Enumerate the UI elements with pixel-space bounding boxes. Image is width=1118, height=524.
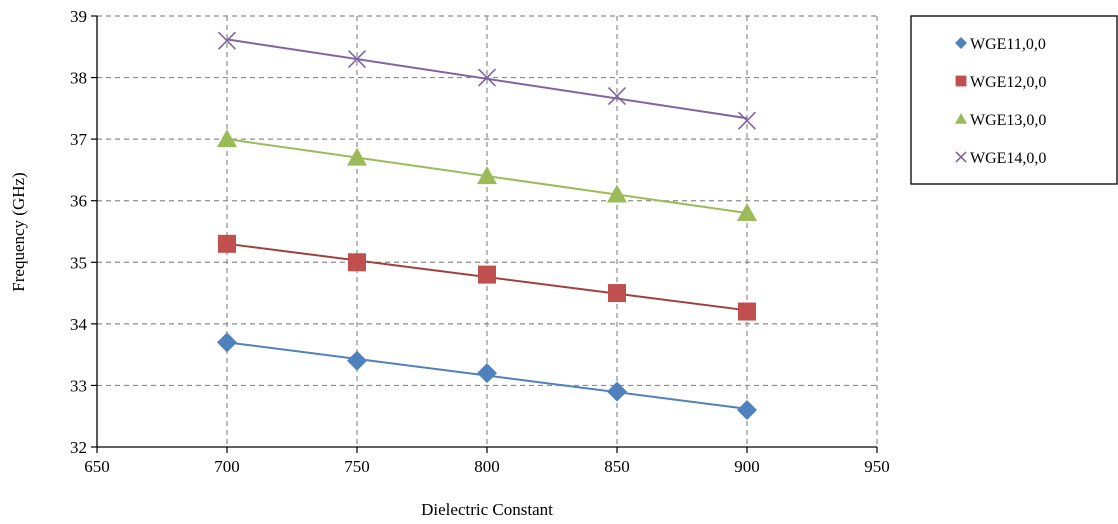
x-tick-label: 650 <box>84 457 110 476</box>
data-point <box>217 31 237 50</box>
legend-label: WGE11,0,0 <box>970 36 1046 53</box>
x-tick-label: 750 <box>344 457 370 476</box>
data-point <box>737 400 757 421</box>
legend: WGE11,0,0 WGE12,0,0 WGE13,0,0 WGE14,0,0 <box>910 15 1118 185</box>
data-point <box>217 129 237 148</box>
x-tick-label: 700 <box>214 457 240 476</box>
legend-marker <box>955 75 967 87</box>
marker-stroke <box>477 68 497 87</box>
y-tick-label: 32 <box>70 438 87 457</box>
data-point <box>217 332 237 353</box>
series-3 <box>217 129 757 222</box>
legend-marker <box>955 113 967 124</box>
series <box>217 31 757 421</box>
data-point <box>607 184 627 203</box>
x-tick-label: 850 <box>604 457 630 476</box>
legend-item: WGE14,0,0 <box>955 150 1046 167</box>
marker-stroke <box>217 31 237 50</box>
y-tick-label: 34 <box>70 315 88 334</box>
y-tick-label: 33 <box>70 376 87 395</box>
y-tick-label: 38 <box>70 69 87 88</box>
axes <box>91 15 878 453</box>
y-axis-title: Frequency (GHz) <box>9 172 28 291</box>
y-tick-label: 37 <box>70 130 88 149</box>
data-point <box>607 86 627 106</box>
legend-label: WGE14,0,0 <box>970 150 1046 167</box>
legend-marker <box>955 37 967 49</box>
data-point <box>477 68 497 87</box>
legend-item: WGE12,0,0 <box>955 74 1046 91</box>
data-point <box>737 203 757 222</box>
y-tick-label: 35 <box>70 253 87 272</box>
series-2 <box>218 234 756 321</box>
series-1 <box>217 332 757 421</box>
data-point <box>607 381 627 402</box>
data-point <box>218 234 236 253</box>
data-point <box>347 50 367 69</box>
legend-item: WGE11,0,0 <box>955 36 1046 53</box>
data-point <box>478 265 496 284</box>
marker-stroke <box>607 86 627 106</box>
x-tick-label: 800 <box>474 457 500 476</box>
y-tick-label: 36 <box>70 192 87 211</box>
x-axis-title: Dielectric Constant <box>421 500 553 519</box>
x-tick-label: 900 <box>734 457 760 476</box>
data-point <box>477 363 497 384</box>
y-tick-label: 39 <box>70 7 87 26</box>
data-point <box>348 253 366 272</box>
series-line <box>226 38 748 120</box>
marker-stroke <box>347 50 367 69</box>
data-point <box>608 284 626 303</box>
data-point <box>347 350 367 371</box>
marker-stroke <box>737 111 757 130</box>
legend-label: WGE13,0,0 <box>970 112 1046 129</box>
series-4 <box>217 31 757 130</box>
x-tick-label: 950 <box>864 457 890 476</box>
data-point <box>738 302 756 321</box>
legend-item: WGE13,0,0 <box>955 112 1046 129</box>
data-point <box>347 147 367 166</box>
tick-labels: 32 33 34 35 36 37 38 39 650 700 750 800 850 900 950 <box>70 7 890 476</box>
data-point <box>477 166 497 185</box>
legend-box <box>910 15 1118 185</box>
legend-label: WGE12,0,0 <box>970 74 1046 91</box>
marker-stroke <box>955 151 967 163</box>
legend-marker <box>955 151 967 163</box>
data-point <box>737 111 757 130</box>
